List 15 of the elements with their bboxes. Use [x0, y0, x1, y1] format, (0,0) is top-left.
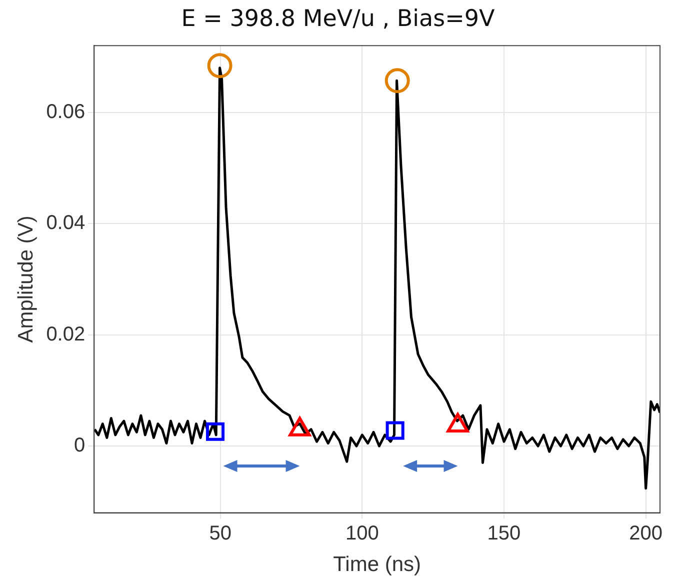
x-tick-label: 150: [487, 522, 521, 544]
y-tick-label: 0.06: [46, 100, 86, 123]
y-tick-label: 0.04: [46, 212, 86, 234]
point: [207, 53, 232, 78]
y-tick-label: 0: [74, 434, 86, 457]
x-tick-label: 100: [345, 522, 379, 544]
point: [384, 68, 410, 94]
x-tick-label: 50: [209, 522, 232, 544]
y-tick-label: 0.02: [46, 323, 86, 346]
y-axis-title: Amplitude (V): [14, 216, 38, 343]
x-tick-label: 200: [629, 522, 663, 544]
point: [206, 422, 225, 441]
x-axis-title: Time (ns): [333, 553, 422, 576]
point: [386, 421, 404, 440]
chart-title: E = 398.8 MeV/u , Bias=9V: [181, 6, 495, 32]
